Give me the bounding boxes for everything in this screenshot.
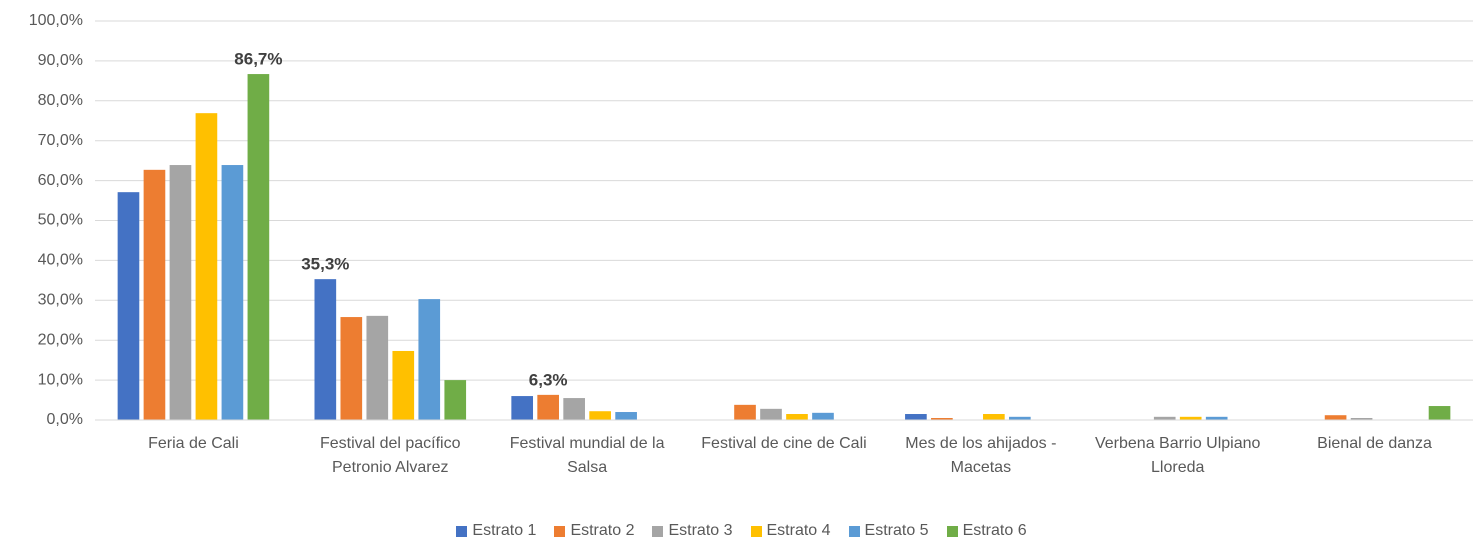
bar — [1428, 406, 1451, 420]
legend-swatch — [848, 525, 860, 537]
y-tick-label: 40,0% — [38, 252, 83, 269]
bar — [221, 165, 244, 420]
bar — [734, 404, 756, 420]
bar — [1153, 416, 1176, 420]
bar — [143, 169, 166, 420]
y-tick-label: 50,0% — [38, 212, 83, 229]
bar — [760, 408, 782, 420]
legend-label: Estrato 3 — [668, 522, 733, 539]
legend-swatch — [652, 525, 664, 537]
y-tick-label: 20,0% — [38, 331, 83, 348]
bar — [905, 414, 927, 420]
y-tick-label: 100,0% — [29, 12, 83, 29]
bar — [1350, 418, 1373, 420]
legend: Estrato 1 Estrato 2 Estrato 3 Estrato 4 Estr… — [0, 522, 1483, 540]
y-tick-label: 80,0% — [38, 92, 83, 109]
legend-swatch — [456, 525, 468, 537]
bar — [931, 418, 953, 420]
bar — [511, 396, 534, 420]
bar — [983, 414, 1005, 420]
bar — [169, 165, 192, 420]
legend-item: Estrato 4 — [750, 522, 831, 540]
bar — [812, 412, 834, 420]
bar — [392, 350, 415, 420]
bar — [589, 411, 611, 420]
bar — [366, 315, 389, 420]
y-tick-label: 90,0% — [38, 52, 83, 69]
x-tick-label: Festival mundial de la Salsa — [509, 435, 665, 476]
bar — [1179, 416, 1202, 420]
legend-label: Estrato 2 — [570, 522, 635, 539]
x-tick-label: Bienal de danza — [1317, 435, 1432, 452]
legend-label: Estrato 4 — [766, 522, 831, 539]
legend-item: Estrato 1 — [456, 522, 536, 540]
x-tick-label: Festival de cine de Cali — [701, 435, 867, 452]
bar — [117, 192, 140, 420]
bar — [1324, 415, 1347, 420]
legend-swatch — [946, 525, 958, 537]
y-tick-label: 30,0% — [38, 292, 83, 309]
legend-swatch — [554, 525, 566, 537]
x-tick-label: Mes de los ahijados - Macetas — [905, 435, 1057, 476]
legend-item: Estrato 2 — [554, 522, 634, 540]
x-tick-label: Feria de Cali — [148, 435, 239, 452]
x-tick-label: Verbena Barrio Ulpiano Lloreda — [1094, 435, 1261, 476]
legend-label: Estrato 5 — [864, 522, 929, 539]
data-label: 86,7% — [234, 50, 282, 69]
y-tick-label: 0,0% — [47, 411, 83, 428]
y-tick-label: 70,0% — [38, 132, 83, 149]
bar — [444, 380, 467, 420]
legend-item: Estrato 5 — [848, 522, 929, 540]
legend-item: Estrato 3 — [652, 522, 733, 540]
bar — [340, 317, 363, 420]
bar — [786, 414, 808, 420]
y-tick-label: 60,0% — [38, 172, 83, 189]
bar — [195, 113, 218, 420]
legend-label: Estrato 6 — [962, 522, 1027, 539]
data-label: 35,3% — [301, 255, 349, 274]
bar — [1009, 416, 1031, 420]
bar — [615, 412, 637, 420]
legend-swatch — [750, 525, 762, 537]
bar — [314, 279, 337, 420]
x-tick-label: Festival del pacífico Petronio Alvarez — [320, 435, 461, 476]
bar — [418, 299, 441, 420]
legend-label: Estrato 1 — [472, 522, 537, 539]
data-label: 6,3% — [529, 370, 568, 389]
legend-item: Estrato 6 — [946, 522, 1027, 540]
y-tick-label: 10,0% — [38, 371, 83, 388]
bar — [247, 74, 270, 420]
bar — [1205, 416, 1228, 420]
bar — [563, 398, 585, 420]
bar — [537, 394, 559, 420]
